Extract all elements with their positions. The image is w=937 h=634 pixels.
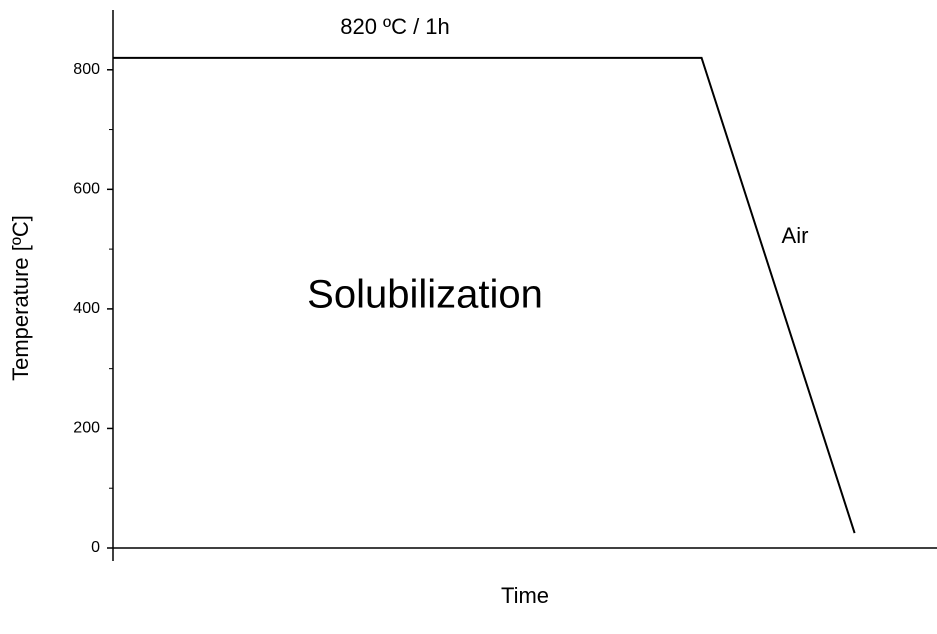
- x-axis-label: Time: [501, 583, 549, 608]
- annotation: Air: [782, 223, 809, 248]
- y-tick-label: 800: [73, 61, 100, 78]
- annotation: 820 ºC / 1h: [340, 14, 450, 39]
- y-axis-label: Temperature [ºC]: [8, 215, 33, 381]
- y-tick-label: 400: [73, 300, 100, 317]
- annotation: Solubilization: [307, 273, 543, 317]
- line: [113, 56, 856, 534]
- y-tick-label: 600: [73, 181, 100, 198]
- y-tick-label: 0: [91, 539, 100, 556]
- y-tick-label: 200: [73, 420, 100, 437]
